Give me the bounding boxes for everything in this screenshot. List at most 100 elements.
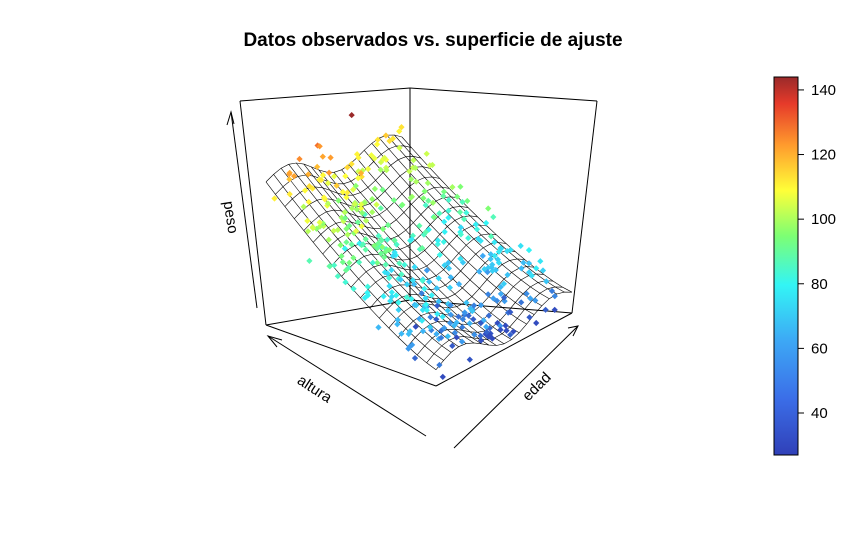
observed-point bbox=[479, 252, 486, 260]
observed-point bbox=[500, 280, 508, 287]
colorbar-tick-label: 100 bbox=[811, 211, 836, 228]
observed-point bbox=[464, 197, 471, 205]
observed-point bbox=[483, 323, 490, 331]
peso-axis-arrow bbox=[230, 111, 258, 309]
observed-point bbox=[484, 291, 492, 298]
observed-point bbox=[418, 317, 426, 324]
observed-point bbox=[439, 373, 446, 381]
observed-point bbox=[388, 289, 395, 296]
observed-point bbox=[304, 217, 311, 225]
observed-point bbox=[438, 334, 445, 341]
colorbar-tick-label: 120 bbox=[811, 147, 836, 164]
observed-point bbox=[551, 306, 558, 314]
observed-point bbox=[433, 302, 441, 309]
observed-point bbox=[384, 236, 391, 243]
observed-point bbox=[348, 160, 355, 168]
observed-point bbox=[533, 319, 540, 327]
observed-point bbox=[466, 320, 473, 327]
box-edge bbox=[265, 324, 437, 387]
observed-point bbox=[338, 252, 345, 260]
observed-point bbox=[290, 172, 298, 180]
observed-point bbox=[344, 189, 351, 196]
observed-point bbox=[471, 331, 478, 338]
observed-point bbox=[486, 332, 493, 339]
observed-point bbox=[441, 218, 448, 225]
observed-point bbox=[453, 334, 460, 341]
observed-point bbox=[396, 260, 403, 267]
observed-point bbox=[476, 268, 483, 275]
observed-point bbox=[369, 208, 376, 216]
observed-point bbox=[418, 290, 425, 297]
observed-point bbox=[326, 263, 333, 270]
observed-point bbox=[397, 276, 404, 283]
observed-point bbox=[362, 217, 370, 224]
observed-point bbox=[500, 294, 508, 301]
observed-point bbox=[455, 280, 463, 288]
observed-point bbox=[413, 178, 420, 185]
observed-point bbox=[422, 294, 429, 302]
observed-point bbox=[440, 238, 447, 246]
observed-point bbox=[401, 261, 408, 268]
observed-point bbox=[495, 259, 503, 266]
observed-point bbox=[441, 324, 448, 332]
observed-point bbox=[439, 313, 446, 320]
observed-point bbox=[503, 327, 510, 334]
observed-point bbox=[342, 267, 350, 274]
observed-point bbox=[357, 169, 365, 177]
box-edge bbox=[239, 87, 411, 102]
surface-mesh-line bbox=[401, 136, 573, 293]
observed-point bbox=[409, 277, 416, 284]
observed-point bbox=[364, 289, 371, 296]
observed-point bbox=[335, 197, 342, 204]
observed-point bbox=[465, 234, 472, 242]
observed-point bbox=[387, 297, 394, 305]
observed-point bbox=[424, 179, 432, 187]
fitted-surface bbox=[265, 134, 573, 370]
surface-mesh-line bbox=[318, 169, 490, 346]
surface-mesh-line bbox=[356, 157, 527, 325]
observed-point bbox=[446, 319, 454, 327]
box-edge bbox=[239, 100, 267, 326]
observed-point bbox=[436, 210, 443, 217]
observed-point bbox=[537, 258, 544, 265]
observed-point bbox=[447, 302, 454, 309]
observed-point bbox=[477, 332, 484, 340]
observed-point bbox=[523, 290, 530, 297]
observed-point bbox=[411, 354, 419, 362]
observed-point bbox=[423, 150, 430, 157]
observed-point bbox=[369, 195, 376, 203]
observed-point bbox=[381, 253, 388, 261]
observed-point bbox=[386, 282, 393, 290]
observed-point bbox=[410, 157, 417, 164]
box-edge bbox=[265, 299, 411, 326]
observed-point bbox=[489, 261, 496, 268]
observed-point bbox=[470, 316, 477, 323]
observed-point bbox=[331, 173, 338, 180]
colorbar-tick-label: 60 bbox=[811, 340, 828, 357]
observed-point bbox=[395, 306, 402, 314]
observed-point bbox=[449, 342, 456, 350]
observed-point bbox=[426, 323, 434, 331]
surface-mesh-line bbox=[288, 164, 459, 347]
observed-point bbox=[390, 197, 398, 204]
observed-point bbox=[447, 311, 454, 318]
observed-point bbox=[485, 264, 492, 271]
colorbar-ticks: 40 60 80 100 120 140 bbox=[798, 82, 836, 422]
observed-point bbox=[463, 299, 470, 306]
observed-point bbox=[361, 294, 369, 302]
observed-point bbox=[539, 267, 547, 274]
observed-point bbox=[349, 186, 357, 193]
observed-point bbox=[364, 283, 371, 290]
observed-point bbox=[364, 165, 372, 173]
observed-point bbox=[426, 278, 433, 285]
observed-point bbox=[324, 179, 332, 187]
observed-point bbox=[382, 261, 389, 268]
observed-point bbox=[470, 302, 478, 309]
observed-point bbox=[497, 322, 504, 330]
observed-point bbox=[434, 310, 441, 318]
axis-arrows bbox=[226, 110, 579, 449]
surface-mesh-line bbox=[280, 168, 452, 353]
observed-point bbox=[507, 331, 514, 338]
observed-point bbox=[465, 312, 472, 319]
observed-point bbox=[341, 245, 349, 252]
